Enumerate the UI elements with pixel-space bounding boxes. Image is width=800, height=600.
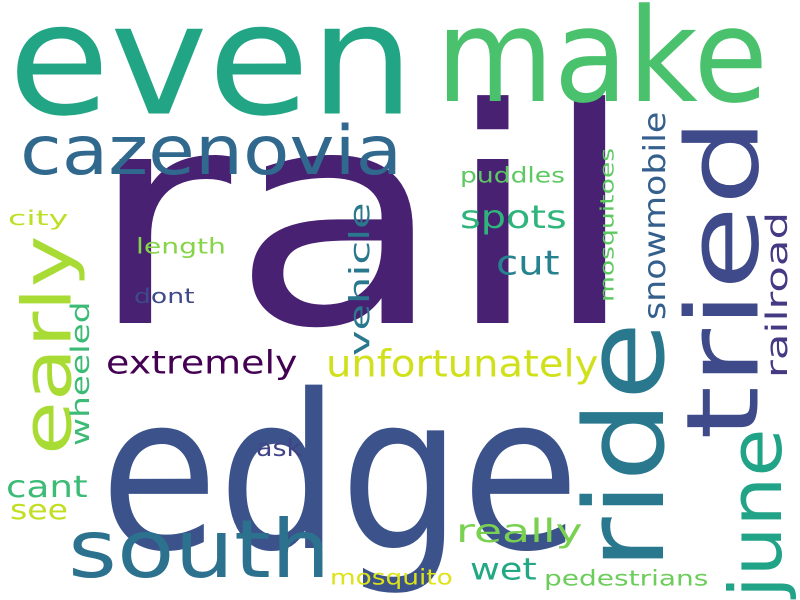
word-wheeled: wheeled <box>66 301 96 446</box>
word-mosquitoes: mosquitoes <box>596 147 619 302</box>
word-south: south <box>67 503 331 596</box>
word-make: make <box>435 0 768 132</box>
word-tried: tried <box>664 117 782 441</box>
word-length: length <box>136 234 226 259</box>
word-ask: ask <box>255 434 303 462</box>
word-pedestrians: pedestrians <box>544 566 709 591</box>
word-even: even <box>8 0 415 151</box>
word-puddles: puddles <box>460 163 565 188</box>
word-cazenovia: cazenovia <box>19 112 403 191</box>
word-mosquito: mosquito <box>330 565 453 590</box>
word-wet: wet <box>470 552 537 588</box>
word-spots: spots <box>460 198 567 236</box>
word-june: june <box>714 428 798 599</box>
word-city: city <box>7 206 69 230</box>
word-edge: edge <box>100 348 580 599</box>
word-unfortunately: unfortunately <box>325 342 599 386</box>
word-rail: rail <box>88 45 638 394</box>
word-really: really <box>455 512 583 550</box>
word-dont: dont <box>134 284 195 308</box>
word-railroad: railroad <box>760 212 794 378</box>
word-cut: cut <box>496 243 560 284</box>
word-extremely: extremely <box>106 343 298 382</box>
word-see: see <box>9 493 69 526</box>
word-vehicle: vehicle <box>343 202 376 356</box>
word-snowmobile: snowmobile <box>638 111 673 320</box>
word-cant: cant <box>6 470 88 505</box>
